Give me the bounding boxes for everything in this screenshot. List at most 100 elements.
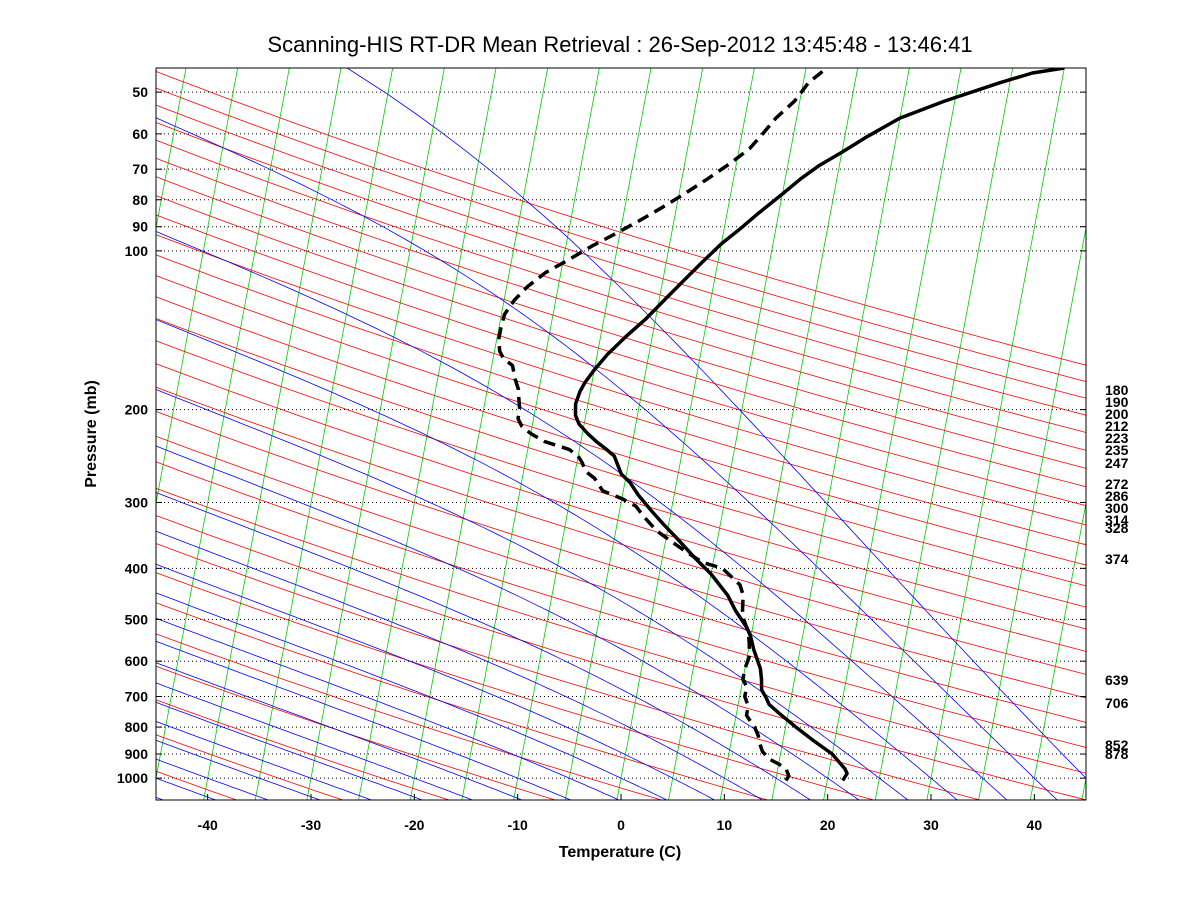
mixing-ratio-line	[156, 68, 187, 231]
x-tick-label: 30	[923, 817, 939, 833]
right-side-label: 223	[1105, 430, 1129, 446]
x-axis: -40 -30 -20 -10 0 10 20 30 40	[198, 794, 1043, 833]
moist-adiabat-line	[156, 445, 860, 800]
mixing-ratio-line	[874, 68, 1014, 800]
right-side-label: 878	[1105, 746, 1129, 762]
y-axis: 50 60 70 80 90 100 200 300 400 500 600 700 800 900 100…	[117, 84, 1086, 786]
right-side-label: 374	[1105, 551, 1129, 567]
right-side-label: 200	[1105, 406, 1129, 422]
right-side-label: 314	[1105, 512, 1129, 528]
y-tick-label: 700	[125, 688, 149, 704]
mixing-ratio-line	[926, 68, 1065, 800]
dry-adiabat-line	[156, 234, 1086, 526]
moist-adiabat-line	[156, 117, 1058, 800]
mixing-ratio-line	[1081, 775, 1086, 800]
right-side-label: 180	[1105, 382, 1129, 398]
moist-adiabat-line	[156, 592, 667, 800]
dry-adiabat-line	[156, 386, 1086, 675]
y-tick-label: 500	[125, 611, 149, 627]
moist-adiabat-line	[156, 563, 715, 800]
mixing-ratio-line	[0, 68, 83, 800]
x-tick-label: 20	[820, 817, 836, 833]
dry-adiabat-line	[156, 410, 1086, 699]
y-tick-label: 1000	[117, 770, 148, 786]
moist-adiabat-line	[156, 758, 269, 800]
y-tick-label: 300	[125, 494, 149, 510]
moist-adiabat-line	[156, 231, 1008, 800]
moist-adiabat-line	[156, 739, 321, 800]
mixing-ratio-line	[156, 68, 239, 506]
mixing-ratio-line	[358, 68, 497, 800]
dry-adiabat-line	[156, 461, 1086, 748]
right-side-label: 852	[1105, 737, 1129, 753]
profile-lines	[497, 68, 1065, 782]
right-side-label: 706	[1105, 695, 1129, 711]
x-tick-label: 10	[717, 817, 733, 833]
dry-adiabat-line	[156, 665, 556, 800]
x-tick-label: -10	[508, 817, 528, 833]
dry-adiabat-line	[156, 214, 1086, 507]
x-tick-label: -30	[301, 817, 321, 833]
mixing-ratio-line	[0, 68, 134, 800]
mixing-ratio-line	[978, 225, 1086, 800]
y-tick-label: 100	[125, 243, 149, 259]
dry-adiabat-line	[156, 318, 1086, 608]
dry-adiabat-line	[156, 296, 1086, 587]
mixing-ratio-line	[306, 68, 445, 800]
dry-adiabat-line	[156, 515, 1086, 800]
y-tick-label: 90	[132, 219, 148, 235]
right-side-label: 272	[1105, 476, 1129, 492]
y-axis-label: Pressure (mb)	[83, 380, 100, 488]
dry-adiabat-line	[156, 104, 1086, 399]
y-tick-label: 60	[132, 126, 148, 142]
moist-adiabat-line	[156, 640, 571, 800]
y-tick-label: 600	[125, 653, 149, 669]
mixing-ratio-line	[156, 68, 290, 781]
x-tick-label: -40	[198, 817, 218, 833]
x-tick-label: 0	[617, 817, 625, 833]
moist-adiabat-line	[156, 389, 909, 800]
moist-adiabat-line	[346, 68, 1086, 779]
dry-adiabat-line	[156, 602, 768, 800]
dry-adiabat-line	[156, 275, 1086, 566]
dry-adiabat-line	[156, 363, 1086, 652]
dry-adiabat-line	[156, 122, 1086, 416]
moist-adiabat-line	[156, 662, 523, 800]
y-tick-label: 800	[125, 719, 149, 735]
moist-adiabat-line	[156, 319, 958, 800]
dry-adiabat-line	[156, 633, 662, 800]
right-side-label: 639	[1105, 672, 1129, 688]
y-tick-label: 200	[125, 402, 149, 418]
mixing-ratio-line	[616, 68, 755, 800]
x-tick-label: -20	[404, 817, 424, 833]
dry-adiabat-line	[156, 340, 1086, 630]
mixing-ratio-line	[0, 68, 31, 800]
moist-adiabat-line	[156, 492, 811, 800]
moist-adiabat-line	[156, 530, 763, 800]
right-side-label: 212	[1105, 418, 1129, 434]
dry-adiabat-line	[156, 543, 981, 800]
mixing-ratio-line	[1185, 68, 1200, 800]
mixing-ratio-line	[771, 68, 910, 800]
y-tick-label: 50	[132, 84, 148, 100]
background-lines	[0, 68, 1200, 800]
right-side-label: 235	[1105, 442, 1129, 458]
mixing-ratio-line	[668, 68, 807, 800]
right-side-label: 286	[1105, 488, 1129, 504]
right-side-label: 328	[1105, 520, 1129, 536]
mixing-ratio-line	[409, 68, 549, 800]
mixing-ratio-line	[203, 68, 342, 800]
dry-adiabat-line	[156, 254, 1086, 546]
temperature-profile-line	[573, 68, 1065, 782]
moist-adiabat-line	[156, 701, 423, 800]
dry-adiabat-line	[156, 195, 1086, 488]
x-tick-label: 40	[1027, 817, 1043, 833]
dry-adiabat-line	[156, 487, 1086, 774]
dry-adiabat-line	[156, 572, 874, 800]
dry-adiabat-line	[156, 176, 1086, 469]
right-side-label: 247	[1105, 455, 1129, 471]
chart-title: Scanning-HIS RT-DR Mean Retrieval : 26-S…	[267, 32, 972, 57]
mixing-ratio-line	[1134, 68, 1200, 800]
